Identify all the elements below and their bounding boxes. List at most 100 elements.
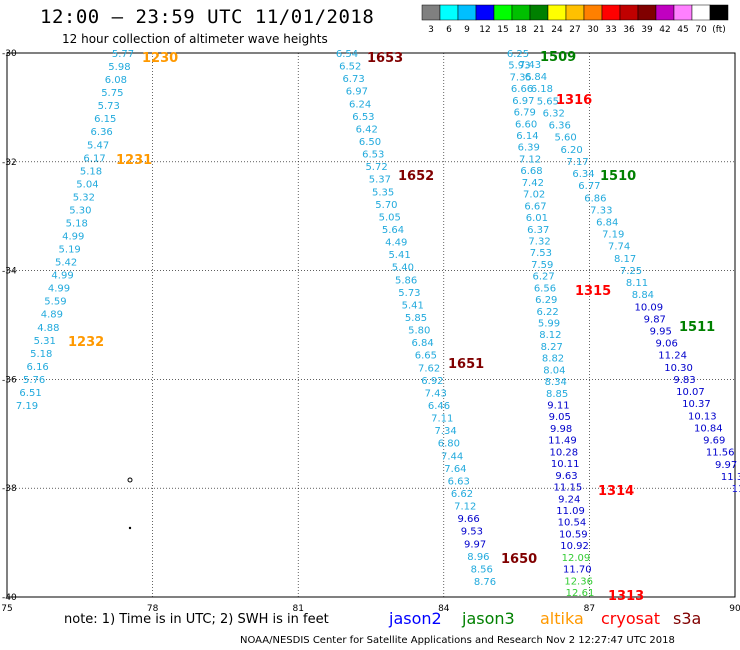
swh-value: 6.77 xyxy=(578,181,600,192)
colorbar-swatch xyxy=(691,4,711,21)
y-tick-label: -40 xyxy=(2,593,17,603)
swh-value: 5.59 xyxy=(44,297,66,308)
colorbar-label: 18 xyxy=(515,25,527,35)
colorbar-label: 45 xyxy=(677,25,688,35)
swh-value: 9.05 xyxy=(549,412,571,423)
swh-value: 11 xyxy=(732,484,740,495)
swh-value: 5.80 xyxy=(408,326,430,337)
swh-value: 6.92 xyxy=(421,376,443,387)
legend-jason3: jason3 xyxy=(462,609,515,628)
swh-value: 6.32 xyxy=(543,108,565,119)
swh-value: 6.63 xyxy=(448,476,470,487)
colorbar-swatch xyxy=(655,4,675,21)
x-tick-label: 87 xyxy=(584,604,595,614)
swh-value: 7.19 xyxy=(16,401,38,412)
swh-value: 7.64 xyxy=(444,464,466,475)
swh-value: 7.44 xyxy=(441,451,463,462)
swh-value: 6.86 xyxy=(584,193,606,204)
swh-value: 6.27 xyxy=(532,272,554,283)
track-time-label: 1652 xyxy=(398,169,434,184)
swh-value: 9.97 xyxy=(715,460,737,471)
plot-frame xyxy=(6,52,736,598)
legend-cryosat: cryosat xyxy=(601,609,661,628)
swh-value: 4.99 xyxy=(48,284,70,295)
swh-value: 7.12 xyxy=(454,502,476,513)
swh-value: 4.49 xyxy=(385,238,407,249)
swh-value: 6.68 xyxy=(520,166,542,177)
swh-value: 7.35 xyxy=(510,72,532,83)
x-tick-label: 81 xyxy=(292,604,303,614)
swh-value: 6.52 xyxy=(339,62,361,73)
y-tick-label: -34 xyxy=(2,267,17,277)
swh-value: 5.47 xyxy=(87,140,109,151)
colorbar-swatch xyxy=(511,4,531,21)
swh-value: 4.99 xyxy=(51,271,73,282)
swh-value: 6.60 xyxy=(515,119,537,130)
swh-value: 11.49 xyxy=(548,436,577,447)
swh-value: 6.65 xyxy=(415,351,437,362)
y-tick-label: -32 xyxy=(2,158,17,168)
colorbar-label: 27 xyxy=(569,25,580,35)
legend-s3a: s3a xyxy=(673,609,702,628)
swh-value: 8.85 xyxy=(546,389,568,400)
swh-value: 5.86 xyxy=(395,275,417,286)
swh-value: 6.84 xyxy=(596,217,618,228)
colorbar-label: 30 xyxy=(587,25,599,35)
swh-value: 5.98 xyxy=(108,62,130,73)
swh-value: 10.92 xyxy=(560,541,589,552)
page-title: 12:00 – 23:59 UTC 11/01/2018 xyxy=(40,6,375,28)
swh-value: 6.54 xyxy=(336,49,358,60)
swh-value: 7.25 xyxy=(620,266,642,277)
colorbar-label: 24 xyxy=(551,25,563,35)
swh-value: 10.59 xyxy=(559,529,588,540)
swh-value: 9.83 xyxy=(673,375,695,386)
colorbar-swatch xyxy=(565,4,585,21)
colorbar-label: 36 xyxy=(623,25,635,35)
swh-value: 5.93 xyxy=(508,61,530,72)
swh-value: 11.70 xyxy=(563,565,592,576)
swh-value: 5.72 xyxy=(365,162,387,173)
swh-value: 6.29 xyxy=(535,295,557,306)
swh-value: 10.30 xyxy=(664,363,693,374)
swh-value: 8.17 xyxy=(614,254,636,265)
colorbar-label: 70 xyxy=(695,25,707,35)
swh-value: 7.33 xyxy=(590,205,612,216)
swh-value: 5.65 xyxy=(537,96,559,107)
colorbar-swatch xyxy=(583,4,603,21)
swh-value: 5.73 xyxy=(98,101,120,112)
colorbar-swatch xyxy=(421,4,441,21)
swh-value: 9.66 xyxy=(457,514,479,525)
swh-value: 8.76 xyxy=(474,577,496,588)
swh-value: 5.99 xyxy=(538,319,560,330)
swh-value: 6.39 xyxy=(518,143,540,154)
swh-value: 7.53 xyxy=(530,248,552,259)
y-tick-label: -30 xyxy=(2,49,17,59)
swh-value: 5.73 xyxy=(398,288,420,299)
swh-value: 5.70 xyxy=(375,200,397,211)
swh-value: 6.80 xyxy=(438,439,460,450)
swh-value: 5.85 xyxy=(405,313,427,324)
swh-value: 7.17 xyxy=(566,157,588,168)
swh-value: 7.43 xyxy=(519,60,541,71)
swh-value: 6.56 xyxy=(534,283,556,294)
swh-value: 5.40 xyxy=(392,263,414,274)
y-tick-label: -38 xyxy=(2,484,17,494)
swh-value: 6.20 xyxy=(560,145,582,156)
swh-value: 5.32 xyxy=(73,192,95,203)
swh-value: 6.84 xyxy=(525,72,547,83)
track-time-label: 1651 xyxy=(448,357,484,372)
swh-value: 6.22 xyxy=(537,307,559,318)
swh-value: 10.84 xyxy=(694,423,723,434)
swh-value: 4.99 xyxy=(62,232,84,243)
swh-value: 6.97 xyxy=(512,96,534,107)
colorbar-label: 21 xyxy=(533,25,544,35)
swh-value: 7.74 xyxy=(608,242,630,253)
x-tick-label: 90 xyxy=(729,604,740,614)
swh-value: 5.41 xyxy=(402,300,424,311)
footer-credit: NOAA/NESDIS Center for Satellite Applica… xyxy=(240,635,675,646)
swh-value: 5.18 xyxy=(80,166,102,177)
swh-value: 6.34 xyxy=(572,169,594,180)
swh-value: 5.60 xyxy=(555,133,577,144)
colorbar-label: 15 xyxy=(497,25,508,35)
swh-value: 5.18 xyxy=(30,349,52,360)
